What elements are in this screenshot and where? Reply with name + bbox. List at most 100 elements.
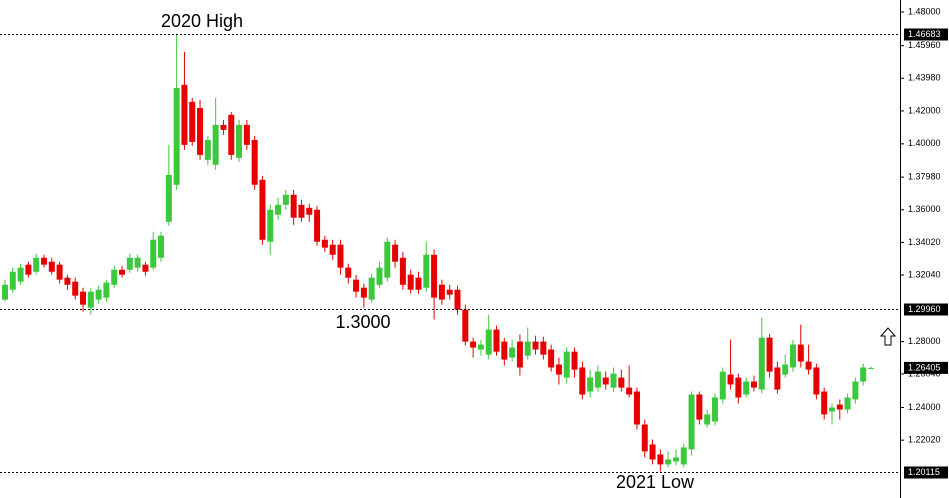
candle-body bbox=[626, 387, 633, 395]
candle-body bbox=[236, 124, 243, 158]
candle-body bbox=[189, 101, 196, 142]
candle-body bbox=[782, 364, 789, 375]
y-tick-label: 1.34020 bbox=[908, 237, 941, 247]
candle-body bbox=[711, 397, 718, 422]
candle-body bbox=[548, 349, 555, 368]
candle-body bbox=[750, 381, 757, 388]
candle-body bbox=[509, 347, 516, 358]
candle-body bbox=[766, 337, 773, 372]
candle-body bbox=[493, 329, 500, 352]
candle-body bbox=[259, 179, 266, 240]
candle-body bbox=[275, 204, 282, 215]
candle-body bbox=[571, 351, 578, 370]
annotation: 2020 High bbox=[161, 11, 243, 31]
candle-body bbox=[80, 291, 87, 305]
candle-body bbox=[477, 344, 484, 350]
candle-body bbox=[454, 289, 461, 310]
candle-body bbox=[173, 87, 180, 185]
candle-body bbox=[158, 235, 165, 258]
candle-body bbox=[126, 257, 133, 270]
candle-body bbox=[844, 397, 851, 410]
candle-body bbox=[852, 381, 859, 400]
candle-body bbox=[150, 239, 157, 268]
last-price-label: 1.26405 bbox=[908, 362, 941, 372]
candle-body bbox=[134, 257, 141, 268]
candle-body bbox=[540, 341, 547, 355]
candle-body bbox=[618, 377, 625, 388]
level-label: 1.29960 bbox=[908, 304, 941, 314]
candle-body bbox=[95, 289, 102, 300]
candle-body bbox=[789, 344, 796, 368]
candle-body bbox=[111, 269, 118, 285]
level-label: 1.46683 bbox=[908, 29, 941, 39]
candle-body bbox=[797, 344, 804, 362]
candle-body bbox=[298, 204, 305, 218]
candle-body bbox=[2, 284, 8, 300]
candle-body bbox=[353, 279, 360, 292]
candle-body bbox=[657, 454, 664, 465]
candle-body bbox=[119, 269, 126, 275]
candle-body bbox=[251, 139, 258, 185]
arrow-icon bbox=[879, 327, 897, 346]
candle-body bbox=[17, 267, 24, 282]
candle-body bbox=[329, 244, 336, 255]
last-price-bg bbox=[904, 361, 948, 374]
candle-body bbox=[204, 139, 211, 160]
candle-body bbox=[680, 447, 687, 465]
y-tick-label: 1.37980 bbox=[908, 172, 941, 182]
candle-body bbox=[446, 289, 453, 295]
candle-body bbox=[314, 209, 321, 242]
candle-body bbox=[516, 341, 523, 368]
candle-body bbox=[501, 341, 508, 360]
candle-body bbox=[743, 381, 750, 395]
candle-body bbox=[33, 257, 40, 272]
candle-body bbox=[555, 364, 562, 375]
candle-body bbox=[821, 391, 828, 415]
candle-body bbox=[25, 264, 32, 275]
y-tick-label: 1.42000 bbox=[908, 105, 941, 115]
candle-body bbox=[860, 367, 867, 382]
candle-body bbox=[228, 114, 235, 155]
candle-body bbox=[376, 267, 383, 285]
candle-body bbox=[384, 241, 391, 278]
candle-body bbox=[243, 124, 250, 145]
candle-body bbox=[836, 404, 843, 410]
candle-body bbox=[696, 394, 703, 420]
candle-body bbox=[704, 414, 711, 425]
candle-body bbox=[103, 282, 110, 298]
candle-body bbox=[360, 287, 367, 298]
candle-body bbox=[774, 367, 781, 390]
candle-body bbox=[181, 84, 188, 145]
level-label-bg bbox=[904, 28, 948, 41]
candle-body bbox=[392, 244, 399, 262]
candle-body bbox=[758, 337, 765, 390]
candle-body bbox=[368, 277, 375, 300]
candle-body bbox=[345, 267, 352, 278]
y-tick-label: 1.40000 bbox=[908, 138, 941, 148]
candle-body bbox=[813, 367, 820, 395]
level-label-bg bbox=[904, 466, 948, 479]
candle-body bbox=[524, 341, 531, 356]
candle-body bbox=[87, 291, 94, 308]
candle-body bbox=[72, 281, 79, 296]
candle-body bbox=[594, 371, 601, 388]
candle-body bbox=[423, 254, 430, 288]
y-tick-label: 1.43980 bbox=[908, 73, 941, 83]
candle-body bbox=[220, 124, 227, 130]
candle-body bbox=[610, 373, 617, 388]
candle-body bbox=[462, 309, 469, 342]
candle-body bbox=[805, 361, 812, 370]
candle-body bbox=[470, 341, 477, 348]
candle-body bbox=[9, 271, 16, 290]
candle-body bbox=[735, 377, 742, 398]
candle-body bbox=[665, 459, 672, 465]
candle-body bbox=[415, 277, 422, 290]
candle-body bbox=[587, 377, 594, 392]
candle-body bbox=[407, 274, 414, 290]
annotation: 1.3000 bbox=[335, 312, 390, 332]
candle-body bbox=[41, 257, 48, 265]
candle-body bbox=[337, 244, 344, 268]
annotation: 2021 Low bbox=[616, 472, 695, 492]
